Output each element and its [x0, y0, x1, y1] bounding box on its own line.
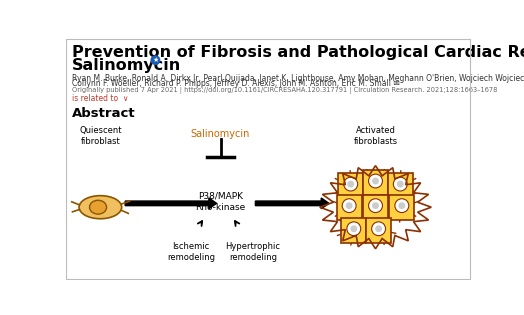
Circle shape — [342, 199, 356, 213]
Text: ★: ★ — [152, 57, 159, 63]
Circle shape — [346, 202, 353, 209]
Circle shape — [375, 225, 382, 232]
Circle shape — [372, 202, 379, 209]
Circle shape — [397, 180, 404, 187]
Circle shape — [372, 178, 379, 185]
Ellipse shape — [79, 196, 122, 219]
Circle shape — [372, 222, 386, 236]
Bar — [339, 173, 363, 198]
Circle shape — [368, 199, 383, 213]
Text: Quiescent
fibroblast: Quiescent fibroblast — [79, 126, 122, 146]
Bar — [366, 218, 391, 243]
Circle shape — [347, 180, 354, 187]
Bar — [363, 170, 388, 195]
Circle shape — [351, 225, 357, 232]
Text: Activated
fibroblasts: Activated fibroblasts — [353, 126, 398, 146]
Ellipse shape — [90, 200, 106, 214]
Text: Originally published 7 Apr 2021 | https://doi.org/10.1161/CIRCRESAHA.120.317791 : Originally published 7 Apr 2021 | https:… — [72, 87, 497, 94]
Circle shape — [344, 177, 358, 191]
Circle shape — [151, 56, 160, 64]
Bar — [342, 218, 366, 243]
Text: Hypertrophic
remodeling: Hypertrophic remodeling — [225, 242, 280, 262]
Text: Ryan M. Burke, Ronald A. Dirkx Jr, Pearl Quijada, Janet K. Lighthouse, Amy Mohan: Ryan M. Burke, Ronald A. Dirkx Jr, Pearl… — [72, 74, 524, 83]
Circle shape — [395, 199, 409, 213]
Circle shape — [368, 174, 383, 188]
Circle shape — [398, 202, 406, 209]
Circle shape — [347, 222, 361, 236]
Bar — [388, 173, 413, 198]
Bar — [337, 195, 362, 220]
Text: Ischemic
remodeling: Ischemic remodeling — [167, 242, 215, 262]
Text: P38/MAPK
Rho-kinase: P38/MAPK Rho-kinase — [195, 192, 246, 212]
FancyArrow shape — [125, 198, 216, 209]
Text: Abstract: Abstract — [72, 107, 135, 120]
Text: Salinomycin: Salinomycin — [72, 58, 181, 73]
Text: Salinomycin: Salinomycin — [191, 129, 250, 139]
Bar — [389, 195, 414, 220]
Text: Prevention of Fibrosis and Pathological Cardiac Remodeling by: Prevention of Fibrosis and Pathological … — [72, 45, 524, 60]
Bar — [363, 195, 388, 220]
Text: is related to  ∨: is related to ∨ — [72, 94, 128, 103]
Text: Collynn F. Woeller, Richard P. Phipps, Jeffrey D. Alexis, John M. Ashton, Eric M: Collynn F. Woeller, Richard P. Phipps, J… — [72, 79, 399, 89]
Circle shape — [394, 177, 407, 191]
FancyArrow shape — [255, 198, 329, 209]
